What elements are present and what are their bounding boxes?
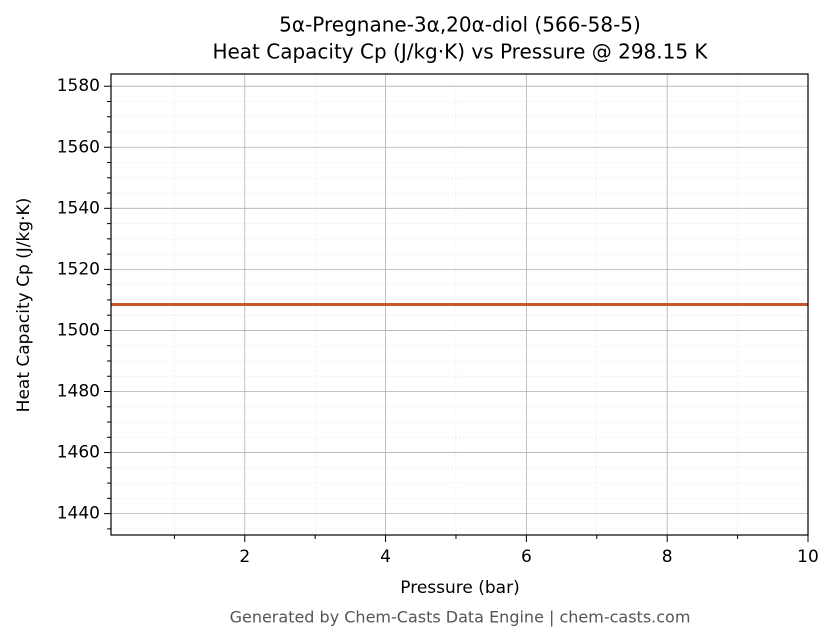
x-tick-label: 10 <box>797 547 819 567</box>
x-axis-label: Pressure (bar) <box>400 578 519 598</box>
y-axis-label: Heat Capacity Cp (J/kg·K) <box>14 198 34 413</box>
footer: Generated by Chem-Casts Data Engine | ch… <box>230 608 691 627</box>
plot-frame <box>110 73 809 536</box>
y-tick-label: 1520 <box>57 259 100 279</box>
x-tick-label: 2 <box>239 547 250 567</box>
y-tick-label: 1460 <box>57 443 100 463</box>
chart-subtitle: Heat Capacity Cp (J/kg·K) vs Pressure @ … <box>212 40 708 64</box>
y-tick-label: 1560 <box>57 137 100 157</box>
chart-title: 5α-Pregnane-3α,20α-diol (566-58-5) <box>279 13 641 37</box>
y-tick-label: 1580 <box>57 76 100 96</box>
y-tick-label: 1540 <box>57 198 100 218</box>
x-tick-label: 8 <box>662 547 673 567</box>
x-tick-label: 6 <box>521 547 532 567</box>
y-tick-label: 1500 <box>57 320 100 340</box>
x-tick-label: 4 <box>380 547 391 567</box>
y-tick-label: 1440 <box>57 504 100 524</box>
y-tick-label: 1480 <box>57 382 100 402</box>
